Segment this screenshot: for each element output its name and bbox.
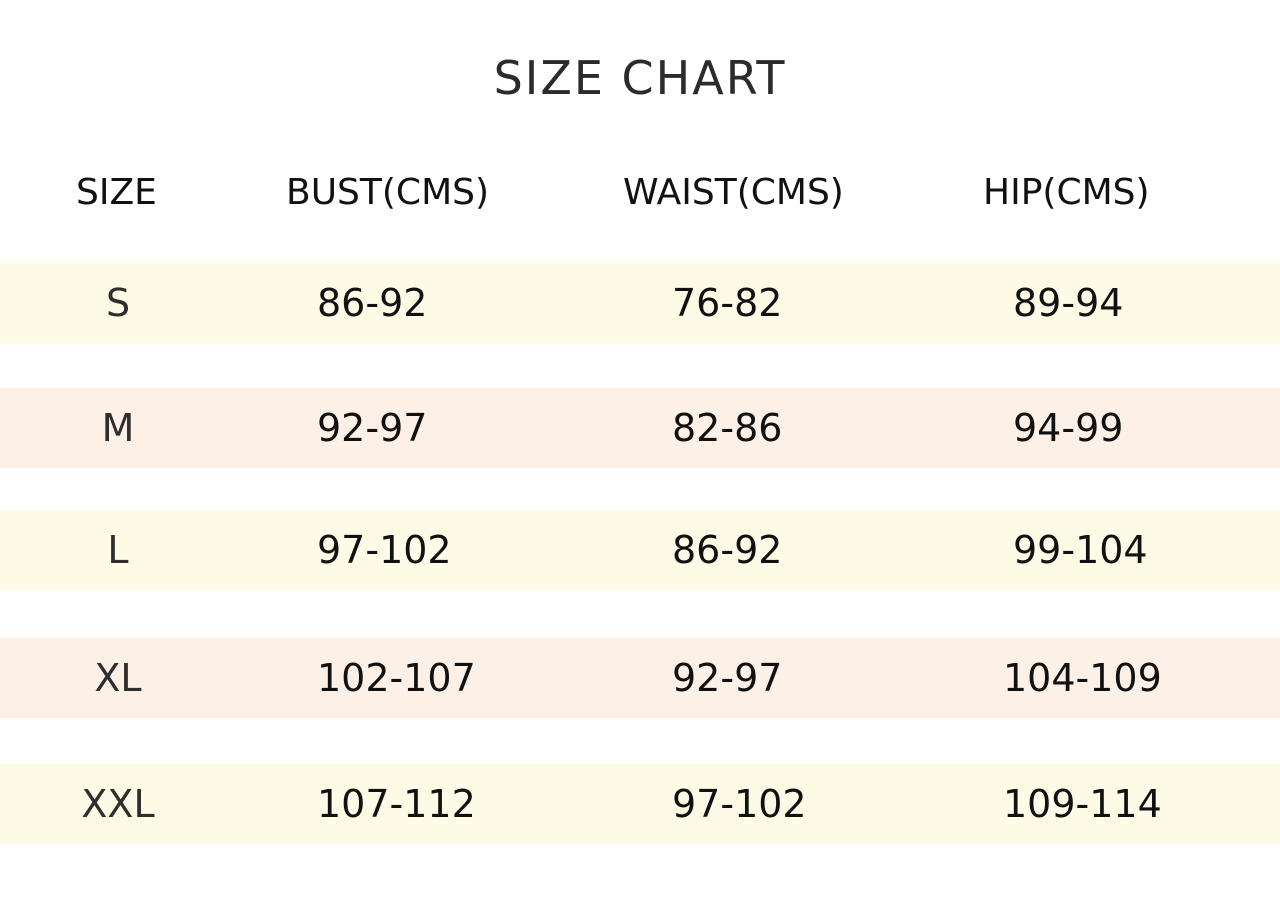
bust-cell: 102-107 — [317, 656, 476, 700]
size-cell: XXL — [81, 782, 155, 826]
table-row: L 97-102 86-92 99-104 — [0, 510, 1280, 590]
waist-cell: 82-86 — [672, 406, 783, 450]
bust-cell: 86-92 — [317, 281, 428, 325]
hip-cell: 104-109 — [1003, 656, 1162, 700]
size-cell: XL — [94, 656, 142, 700]
waist-cell: 76-82 — [672, 281, 783, 325]
size-cell: L — [107, 528, 129, 572]
waist-cell: 97-102 — [672, 782, 807, 826]
hip-cell: 94-99 — [1013, 406, 1124, 450]
bust-cell: 97-102 — [317, 528, 452, 572]
table-row: S 86-92 76-82 89-94 — [0, 263, 1280, 343]
waist-cell: 92-97 — [672, 656, 783, 700]
header-bust: BUST(CMS) — [286, 172, 490, 213]
table-row: XXL 107-112 97-102 109-114 — [0, 764, 1280, 844]
header-hip: HIP(CMS) — [983, 172, 1150, 213]
bust-cell: 92-97 — [317, 406, 428, 450]
table-row: XL 102-107 92-97 104-109 — [0, 638, 1280, 718]
size-cell: S — [105, 281, 131, 325]
table-header-row: SIZE BUST(CMS) WAIST(CMS) HIP(CMS) — [0, 166, 1280, 220]
header-size: SIZE — [76, 172, 157, 213]
size-cell: M — [101, 406, 135, 450]
table-row: M 92-97 82-86 94-99 — [0, 388, 1280, 468]
page-title: SIZE CHART — [493, 51, 787, 105]
bust-cell: 107-112 — [317, 782, 476, 826]
header-waist: WAIST(CMS) — [623, 172, 844, 213]
waist-cell: 86-92 — [672, 528, 783, 572]
hip-cell: 99-104 — [1013, 528, 1148, 572]
hip-cell: 109-114 — [1003, 782, 1162, 826]
hip-cell: 89-94 — [1013, 281, 1124, 325]
